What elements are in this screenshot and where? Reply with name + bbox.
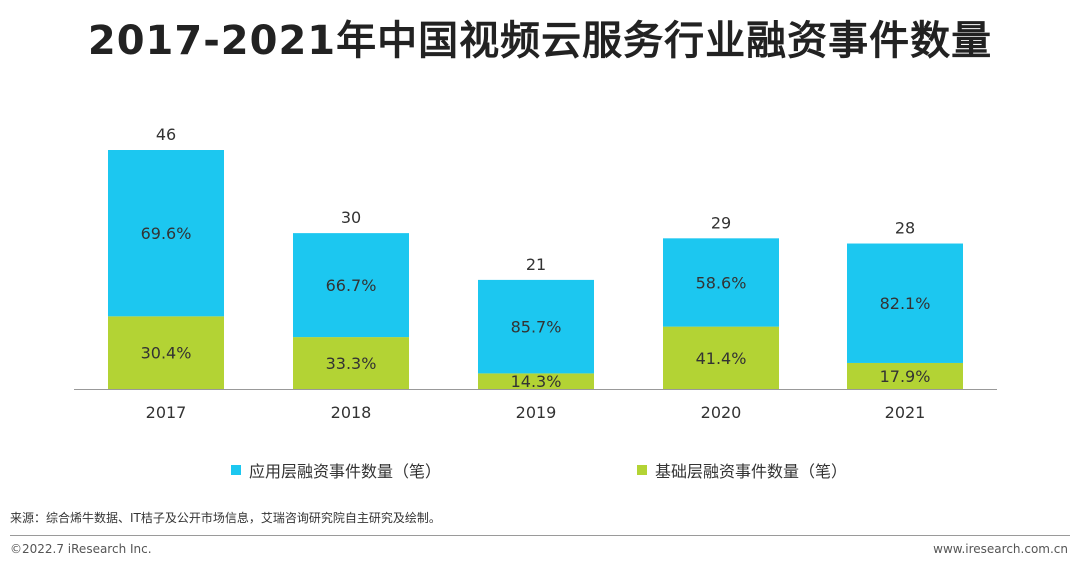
label-total-2018: 30: [341, 208, 361, 227]
footer-divider: [10, 535, 1070, 536]
legend-item-base: 基础层融资事件数量（笔）: [637, 458, 847, 482]
x-tick-2019: 2019: [516, 403, 557, 422]
legend: 应用层融资事件数量（笔） 基础层融资事件数量（笔）: [0, 458, 1080, 482]
label-application-2019: 85.7%: [511, 318, 562, 337]
bar-base-2020: [663, 326, 779, 389]
legend-label-application: 应用层融资事件数量（笔）: [249, 462, 442, 481]
chart-title: 2017-2021年中国视频云服务行业融资事件数量: [87, 18, 993, 64]
copyright: ©2022.7 iResearch Inc.: [10, 542, 152, 556]
label-total-2020: 29: [711, 213, 731, 232]
website-url: www.iresearch.com.cn: [933, 542, 1068, 556]
label-application-2020: 58.6%: [696, 273, 747, 292]
legend-swatch-application: [231, 465, 241, 475]
bar-application-2020: [663, 238, 779, 327]
bar-application-2019: [478, 279, 594, 374]
bar-application-2018: [293, 233, 409, 338]
label-base-2017: 30.4%: [141, 344, 192, 363]
bar-base-2017: [108, 316, 224, 389]
x-tick-2017: 2017: [146, 403, 187, 422]
bar-base-2019: [478, 373, 594, 389]
label-total-2017: 46: [156, 125, 176, 144]
bar-base-2018: [293, 337, 409, 389]
legend-item-application: 应用层融资事件数量（笔）: [231, 458, 441, 482]
label-application-2021: 82.1%: [880, 294, 931, 313]
x-tick-2018: 2018: [331, 403, 372, 422]
bar-application-2017: [108, 150, 224, 317]
label-base-2018: 33.3%: [326, 354, 377, 373]
label-base-2019: 14.3%: [511, 372, 562, 391]
legend-label-base: 基础层融资事件数量（笔）: [655, 462, 848, 481]
label-total-2019: 21: [526, 255, 546, 274]
label-base-2021: 17.9%: [880, 367, 931, 386]
bar-chart: 30.4% 69.6% 46 2017 33.3% 66.7% 30 2018 14.3% 85.…: [74, 125, 997, 422]
bar-base-2021: [847, 362, 963, 389]
legend-swatch-base: [637, 465, 647, 475]
label-application-2018: 66.7%: [326, 276, 377, 295]
label-total-2021: 28: [895, 219, 915, 238]
bar-application-2021: [847, 243, 963, 363]
x-tick-2020: 2020: [701, 403, 742, 422]
label-base-2020: 41.4%: [696, 349, 747, 368]
source-note: 来源：综合烯牛数据、IT桔子及公开市场信息，艾瑞咨询研究院自主研究及绘制。: [10, 511, 441, 525]
x-tick-2021: 2021: [885, 403, 926, 422]
label-application-2017: 69.6%: [141, 224, 192, 243]
